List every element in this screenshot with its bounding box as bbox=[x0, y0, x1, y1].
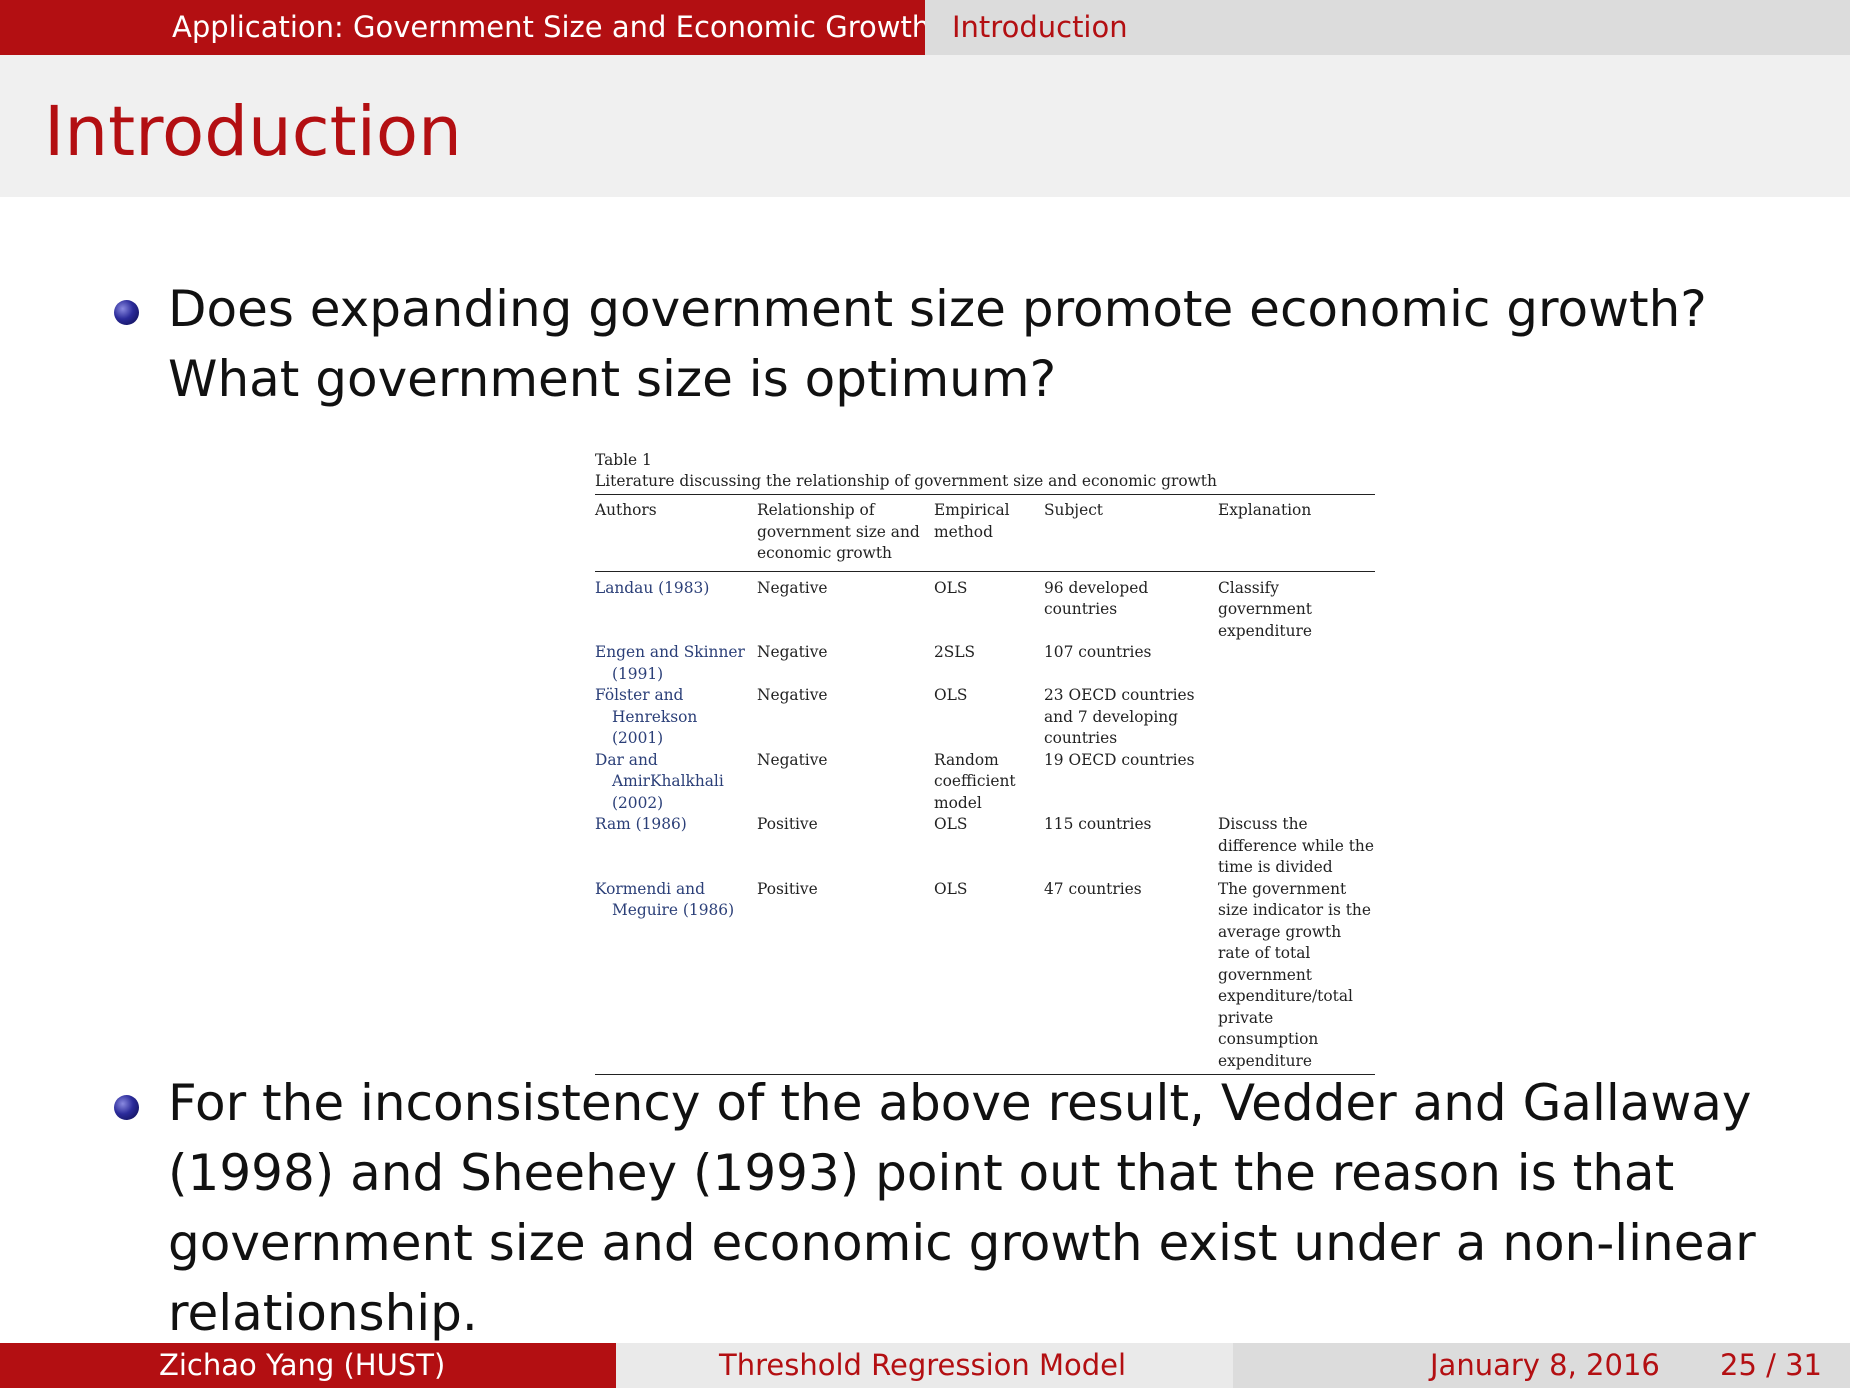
relationship-cell: Negative bbox=[757, 686, 828, 704]
method-cell: OLS bbox=[934, 879, 968, 898]
bullet-ball-icon bbox=[114, 1095, 139, 1120]
column-header: Relationship of government size and econ… bbox=[757, 494, 934, 572]
table-row: Kormendi and Meguire (1986) Positive OLS… bbox=[595, 879, 1375, 1075]
footer-bar: Zichao Yang (HUST) Threshold Regression … bbox=[0, 1343, 1850, 1388]
explanation-cell: Discuss the difference while the time is… bbox=[1218, 815, 1374, 876]
explanation-cell bbox=[1218, 642, 1375, 685]
relationship-cell: Positive bbox=[757, 879, 818, 898]
column-header: Subject bbox=[1044, 494, 1218, 572]
footer-talk-title: Threshold Regression Model bbox=[616, 1343, 1233, 1388]
subject-cell: 107 countries bbox=[1044, 643, 1152, 661]
bullet-text: For the inconsistency of the above resul… bbox=[168, 1074, 1756, 1342]
subject-cell: 47 countries bbox=[1044, 879, 1142, 898]
author-cell: Ram (1986) bbox=[595, 815, 687, 833]
table-row: Landau (1983) Negative OLS 96 developed … bbox=[595, 571, 1375, 642]
table-row: Fölster and Henrekson (2001) Negative OL… bbox=[595, 685, 1375, 750]
explanation-cell bbox=[1218, 750, 1375, 815]
footer-date: January 8, 2016 bbox=[1430, 1348, 1660, 1382]
table-caption: Literature discussing the relationship o… bbox=[595, 472, 1217, 490]
table-row: Dar and AmirKhalkhali (2002) Negative Ra… bbox=[595, 750, 1375, 815]
method-cell: OLS bbox=[934, 686, 968, 704]
author-cell: Kormendi and Meguire (1986) bbox=[595, 879, 735, 920]
relationship-cell: Positive bbox=[757, 815, 818, 833]
subject-cell: 23 OECD countries and 7 developing count… bbox=[1044, 686, 1195, 747]
table-row: Engen and Skinner (1991) Negative 2SLS 1… bbox=[595, 642, 1375, 685]
column-header: Authors bbox=[595, 494, 757, 572]
relationship-cell: Negative bbox=[757, 578, 828, 597]
bullet-ball-icon bbox=[114, 300, 139, 325]
relationship-cell: Negative bbox=[757, 643, 828, 661]
footer-date-page: January 8, 2016 25 / 31 bbox=[1233, 1343, 1850, 1388]
method-cell: OLS bbox=[934, 815, 968, 833]
column-header: Empirical method bbox=[934, 494, 1044, 572]
literature-table-figure: Table 1 Literature discussing the relati… bbox=[595, 450, 1375, 1075]
author-cell: Engen and Skinner (1991) bbox=[595, 643, 745, 683]
column-header: Explanation bbox=[1218, 494, 1375, 572]
footer-page-number: 25 / 31 bbox=[1720, 1348, 1823, 1382]
explanation-cell: The government size indicator is the ave… bbox=[1218, 879, 1371, 1070]
frame-title-bar: Introduction bbox=[0, 55, 1850, 197]
table-header-row: Authors Relationship of government size … bbox=[595, 494, 1375, 572]
table-row: Ram (1986) Positive OLS 115 countries Di… bbox=[595, 814, 1375, 879]
header-bar: Application: Government Size and Economi… bbox=[0, 0, 1850, 55]
explanation-cell: Classify government expenditure bbox=[1218, 578, 1312, 640]
method-cell: 2SLS bbox=[934, 643, 976, 661]
relationship-cell: Negative bbox=[757, 750, 828, 769]
footer-author: Zichao Yang (HUST) bbox=[0, 1343, 616, 1388]
method-cell: Random coefficient model bbox=[934, 750, 1016, 812]
subject-cell: 96 developed countries bbox=[1044, 578, 1149, 619]
header-subsection-title[interactable]: Introduction bbox=[925, 0, 1850, 55]
header-section-title[interactable]: Application: Government Size and Economi… bbox=[0, 0, 930, 55]
author-cell: Landau (1983) bbox=[595, 578, 710, 597]
literature-table: Authors Relationship of government size … bbox=[595, 494, 1375, 1075]
frame-title: Introduction bbox=[44, 92, 462, 172]
bullet-text: Does expanding government size promote e… bbox=[168, 280, 1707, 408]
table-label: Table 1 bbox=[595, 451, 652, 469]
subject-cell: 115 countries bbox=[1044, 815, 1152, 833]
author-cell: Dar and AmirKhalkhali (2002) bbox=[595, 750, 724, 812]
explanation-cell bbox=[1218, 685, 1375, 750]
subject-cell: 19 OECD countries bbox=[1044, 750, 1195, 769]
author-cell: Fölster and Henrekson (2001) bbox=[595, 686, 698, 747]
method-cell: OLS bbox=[934, 578, 968, 597]
